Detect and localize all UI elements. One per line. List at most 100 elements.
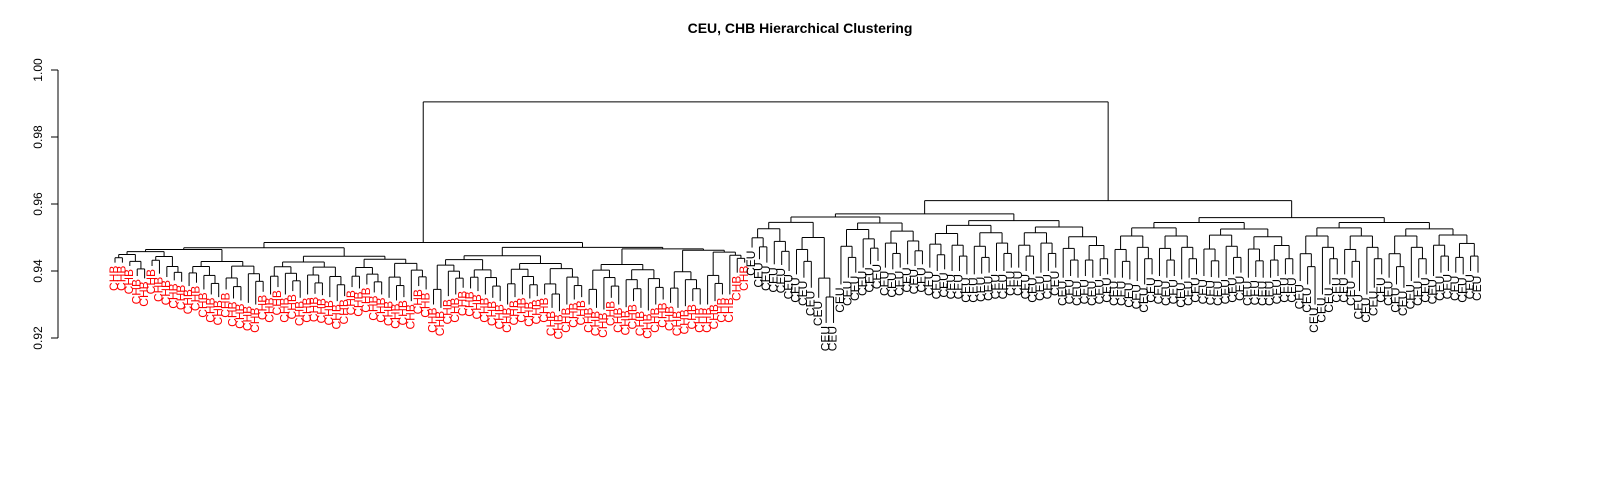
leaf-label: CEU [744, 251, 758, 276]
leaf-label: CEU [1307, 308, 1321, 333]
leaf-label: CHB [144, 269, 158, 294]
leaf-label: CEU [1315, 297, 1329, 322]
leaf-label: CHB [522, 301, 536, 326]
chart-title: CEU, CHB Hierarchical Clustering [687, 20, 913, 36]
leaf-label: CEU [900, 267, 914, 292]
leaf-label: CHB [648, 308, 662, 333]
leaf-label: CHB [574, 300, 588, 325]
leaf-label: CHB [344, 290, 358, 315]
leaf-label: CEU [1144, 277, 1158, 302]
leaf-label: CEU [1441, 274, 1455, 299]
leaf-label: CEU [796, 281, 810, 306]
leaf-label: CHB [470, 294, 484, 319]
leaf-label: CHB [426, 308, 440, 333]
leaf-label: CEU [1218, 279, 1232, 304]
leaf-label: CEU [1433, 276, 1447, 301]
leaf-label: CHB [189, 286, 203, 311]
leaf-label: CHB [552, 314, 566, 339]
leaf-label: CEU [974, 277, 988, 302]
leaf-label: CHB [255, 295, 269, 320]
y-tick-label: 0.94 [31, 259, 45, 283]
leaf-label: CEU [1152, 279, 1166, 304]
leaf-label: CEU [803, 291, 817, 316]
leaf-label: CEU [1389, 287, 1403, 312]
leaf-label: CHB [233, 303, 247, 328]
leaf-label: CHB [307, 297, 321, 322]
leaf-label: CEU [1226, 277, 1240, 302]
leaf-label: CEU [1366, 291, 1380, 316]
leaf-label: CHB [300, 297, 314, 322]
y-axis: 0.92 0.94 0.96 0.98 1.00 [31, 58, 59, 350]
leaf-label: CHB [381, 301, 395, 326]
leaf-label: CHB [329, 304, 343, 329]
leaf-label: CHB [115, 266, 129, 291]
leaf-label: CEU [1211, 281, 1225, 306]
y-tick-label: 0.92 [31, 326, 45, 350]
leaf-label: CEU [1404, 284, 1418, 309]
leaf-label: CEU [1085, 281, 1099, 306]
leaf-label: CEU [1078, 279, 1092, 304]
leaf-label: CEU [1344, 281, 1358, 306]
leaf-label: CHB [544, 311, 558, 336]
leaf-label: CHB [129, 279, 143, 304]
leaf-label: CHB [663, 306, 677, 331]
leaf-label: CHB [618, 310, 632, 335]
y-tick-label: 1.00 [31, 58, 45, 82]
leaf-label: CEU [1055, 281, 1069, 306]
leaf-label: CEU [937, 272, 951, 297]
leaf-label: CHB [285, 294, 299, 319]
leaf-label: CHB [707, 304, 721, 329]
leaf-label: CHB [515, 297, 529, 322]
leaf-label: CEU [1241, 281, 1255, 306]
leaf-label: CEU [1381, 281, 1395, 306]
leaf-label: CEU [1048, 271, 1062, 296]
leaf-label: CEU [766, 267, 780, 292]
leaf-label: CEU [1426, 279, 1440, 304]
leaf-label: CHB [581, 308, 595, 333]
leaf-label: CEU [1041, 274, 1055, 299]
leaf-label: CEU [1196, 279, 1210, 304]
leaf-label: CEU [863, 267, 877, 292]
leaf-label: CHB [500, 308, 514, 333]
leaf-label: CEU [848, 276, 862, 301]
leaf-label: CHB [203, 297, 217, 322]
leaf-label: CEU [1411, 281, 1425, 306]
leaf-label: CHB [670, 311, 684, 336]
leaf-label: CEU [878, 271, 892, 296]
leaf-label: CHB [196, 292, 210, 317]
leaf-label: CEU [1396, 291, 1410, 316]
leaf-label: CEU [1418, 277, 1432, 302]
leaf-label: CEU [826, 326, 840, 351]
leaf-label: CHB [611, 308, 625, 333]
leaf-label: CEU [989, 274, 1003, 299]
dendrogram-tree [114, 101, 1479, 323]
leaf-label: CHB [411, 289, 425, 314]
leaf-label: CHB [448, 297, 462, 322]
leaf-label: CHB [418, 292, 432, 317]
leaf-label: CHB [507, 300, 521, 325]
leaf-label: CEU [1352, 294, 1366, 319]
leaf-label: CHB [715, 297, 729, 322]
leaf-label: CEU [1463, 274, 1477, 299]
leaf-label: CHB [174, 285, 188, 310]
leaf-label: CHB [152, 277, 166, 302]
leaf-label: CEU [1374, 277, 1388, 302]
leaf-label: CEU [1018, 274, 1032, 299]
leaf-label: CEU [1278, 277, 1292, 302]
leaf-label: CHB [166, 283, 180, 308]
leaf-label: CEU [1233, 276, 1247, 301]
leaf-label: CEU [1337, 277, 1351, 302]
leaf-label: CHB [603, 301, 617, 326]
leaf-label: CHB [248, 308, 262, 333]
leaf-label: CEU [855, 271, 869, 296]
leaf-label: CEU [1248, 280, 1262, 305]
leaf-label: CEU [1263, 281, 1277, 306]
leaf-label: CEU [759, 266, 773, 291]
leaf-label: CEU [1174, 282, 1188, 307]
leaf-label: CHB [678, 309, 692, 334]
leaf-label: CHB [181, 289, 195, 314]
leaf-label: CHB [396, 300, 410, 325]
leaf-label: CEU [885, 272, 899, 297]
leaf-label: CHB [211, 300, 225, 325]
leaf-label: CEU [1181, 281, 1195, 306]
